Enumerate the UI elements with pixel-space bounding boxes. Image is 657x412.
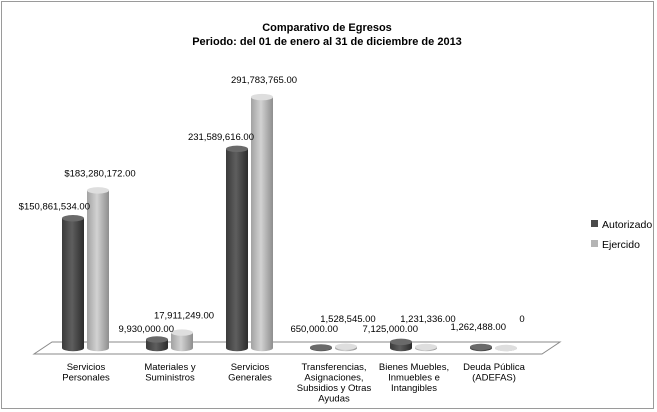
bar-body (87, 190, 109, 352)
bar-ejercido-2 (251, 93, 273, 352)
value-label: $183,280,172.00 (64, 168, 135, 179)
legend-swatch-ejercido (591, 240, 598, 247)
bar-cap (415, 343, 437, 351)
bars-layer (62, 93, 517, 352)
value-label: 1,231,336.00 (400, 314, 455, 325)
category-label: Asignaciones, (304, 373, 363, 384)
bar-cap (310, 344, 332, 351)
bar-cap (495, 344, 517, 352)
value-label: 291,783,765.00 (231, 75, 297, 86)
category-label: Bienes Muebles, (379, 362, 449, 373)
bar-body (146, 339, 168, 352)
bar-autorizado-2 (226, 145, 248, 352)
bar-cap (62, 215, 84, 222)
bar-ejercido-3 (335, 343, 357, 352)
bar-cap (146, 336, 168, 343)
bar-body (251, 97, 273, 352)
bar-ejercido-5 (495, 344, 517, 352)
category-label: Inmuebles e (388, 373, 440, 384)
category-label: Materiales y (144, 362, 195, 373)
bar-cap (171, 329, 193, 336)
value-label: 1,528,545.00 (320, 314, 375, 325)
bar-ejercido-4 (415, 343, 437, 352)
bar-autorizado-0 (62, 215, 84, 352)
value-label: 9,930,000.00 (119, 324, 174, 335)
legend-swatch-autorizado (591, 220, 598, 227)
bar-ejercido-1 (171, 329, 193, 352)
legend: Autorizado Ejercido (591, 219, 652, 251)
bar-body (226, 148, 248, 352)
category-label: Ayudas (318, 394, 350, 405)
value-labels-layer: $150,861,534.00 $183,280,172.00 9,930,000.… (19, 75, 525, 335)
category-label: Subsidios y Otras (297, 383, 372, 394)
category-label: Intangibles (391, 383, 437, 394)
chart-subtitle: Periodo: del 01 de enero al 31 de diciem… (192, 36, 462, 48)
bar-body (62, 218, 84, 352)
legend-label-autorizado: Autorizado (602, 219, 652, 231)
value-label: 7,125,000.00 (363, 324, 418, 335)
bar-autorizado-5 (470, 343, 492, 352)
bar-cap (335, 343, 357, 350)
bar-cap (87, 187, 109, 194)
bar-autorizado-3 (310, 344, 332, 352)
value-label: 650,000.00 (290, 324, 338, 335)
value-label: 17,911,249.00 (154, 311, 214, 322)
category-label: Suministros (145, 373, 195, 384)
category-label: Generales (228, 373, 272, 384)
bar-ejercido-0 (87, 187, 109, 352)
category-label: Servicios (231, 362, 270, 373)
bar-autorizado-1 (146, 336, 168, 352)
legend-label-ejercido: Ejercido (602, 239, 640, 251)
bar-autorizado-4 (390, 338, 412, 352)
category-label: Transferencias, (301, 362, 366, 373)
bar-cap (470, 343, 492, 351)
value-label: $150,861,534.00 (19, 201, 90, 212)
value-label: 231,589,616.00 (188, 132, 254, 143)
category-label: Servicios (67, 362, 106, 373)
bar-cap (390, 338, 412, 346)
category-label: Personales (62, 373, 110, 384)
category-label: Deuda Pública (463, 362, 526, 373)
bar-cap (226, 145, 248, 153)
chart-title: Comparativo de Egresos (262, 22, 392, 34)
value-label: 0 (519, 314, 524, 325)
bar-cap (251, 93, 273, 101)
value-label: 1,262,488.00 (451, 322, 506, 333)
bar-body (171, 332, 193, 352)
category-label: (ADEFAS) (472, 373, 516, 384)
